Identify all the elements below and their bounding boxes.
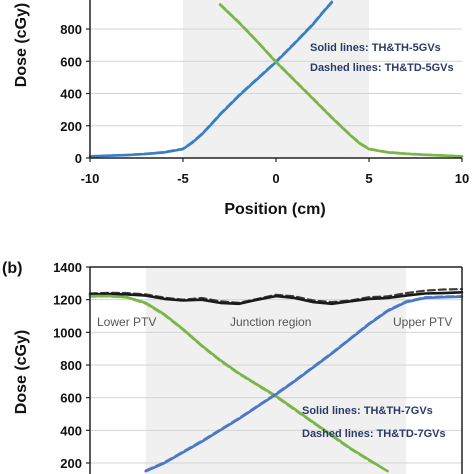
x-tick-label: 0 <box>272 171 279 186</box>
panel-b-annotation-dashed: Dashed lines: TH&TD-7GVs <box>302 428 446 440</box>
x-tick-label: 5 <box>365 171 372 186</box>
panel-b-axes <box>89 266 463 474</box>
series-line-a-3 <box>219 2 464 158</box>
y-tick-label: 1000 <box>53 325 82 340</box>
panel-b-tick-labels: 200 400 600 800 1000 1200 1400 <box>53 260 90 471</box>
series-line-b-0 <box>88 290 464 306</box>
region-label-junction: Junction region <box>230 315 311 329</box>
panel-a-junction-shading <box>183 0 369 158</box>
y-tick-label: 600 <box>60 391 82 406</box>
series-line-a-1 <box>88 0 333 158</box>
panel-a-x-axis-label: Position (cm) <box>224 201 325 218</box>
y-tick-label: 1400 <box>53 260 82 275</box>
panel-a-y-axis-label: Dose (cGy) <box>13 3 30 87</box>
panel-a-tick-labels: 0 200 400 600 800 -10 -5 0 5 10 <box>60 22 469 186</box>
y-tick-label: 800 <box>60 358 82 373</box>
y-tick-label: 1200 <box>53 293 82 308</box>
region-label-upper-ptv: Upper PTV <box>393 315 452 329</box>
y-tick-label: 400 <box>60 87 82 102</box>
y-tick-label: 600 <box>60 54 82 69</box>
panel-b-y-axis-label: Dose (cGy) <box>13 330 30 414</box>
panel-b-annotation-solid: Solid lines: TH&TH-7GVs <box>302 405 433 417</box>
x-tick-label: -10 <box>81 171 100 186</box>
y-tick-label: 200 <box>60 119 82 134</box>
panel-a-annotation-dashed: Dashed lines: TH&TD-5GVs <box>310 62 454 74</box>
series-line-b-5 <box>144 295 464 472</box>
x-tick-label: -5 <box>177 171 189 186</box>
x-tick-label: 10 <box>455 171 469 186</box>
series-line-b-1 <box>88 288 464 304</box>
series-line-b-3 <box>88 295 389 473</box>
y-tick-label: 800 <box>60 22 82 37</box>
panel-a: 0 200 400 600 800 -10 -5 0 5 10 Dose (cGy) Positi… <box>13 0 469 218</box>
panel-a-annotation-solid: Solid lines: TH&TH-5GVs <box>310 42 441 54</box>
panel-b-series <box>88 288 464 473</box>
y-tick-label: 400 <box>60 423 82 438</box>
y-tick-label: 200 <box>60 456 82 471</box>
panel-b-label: (b) <box>2 260 22 277</box>
region-label-lower-ptv: Lower PTV <box>97 315 156 329</box>
panel-a-series <box>88 0 464 158</box>
y-tick-label: 0 <box>75 151 82 166</box>
